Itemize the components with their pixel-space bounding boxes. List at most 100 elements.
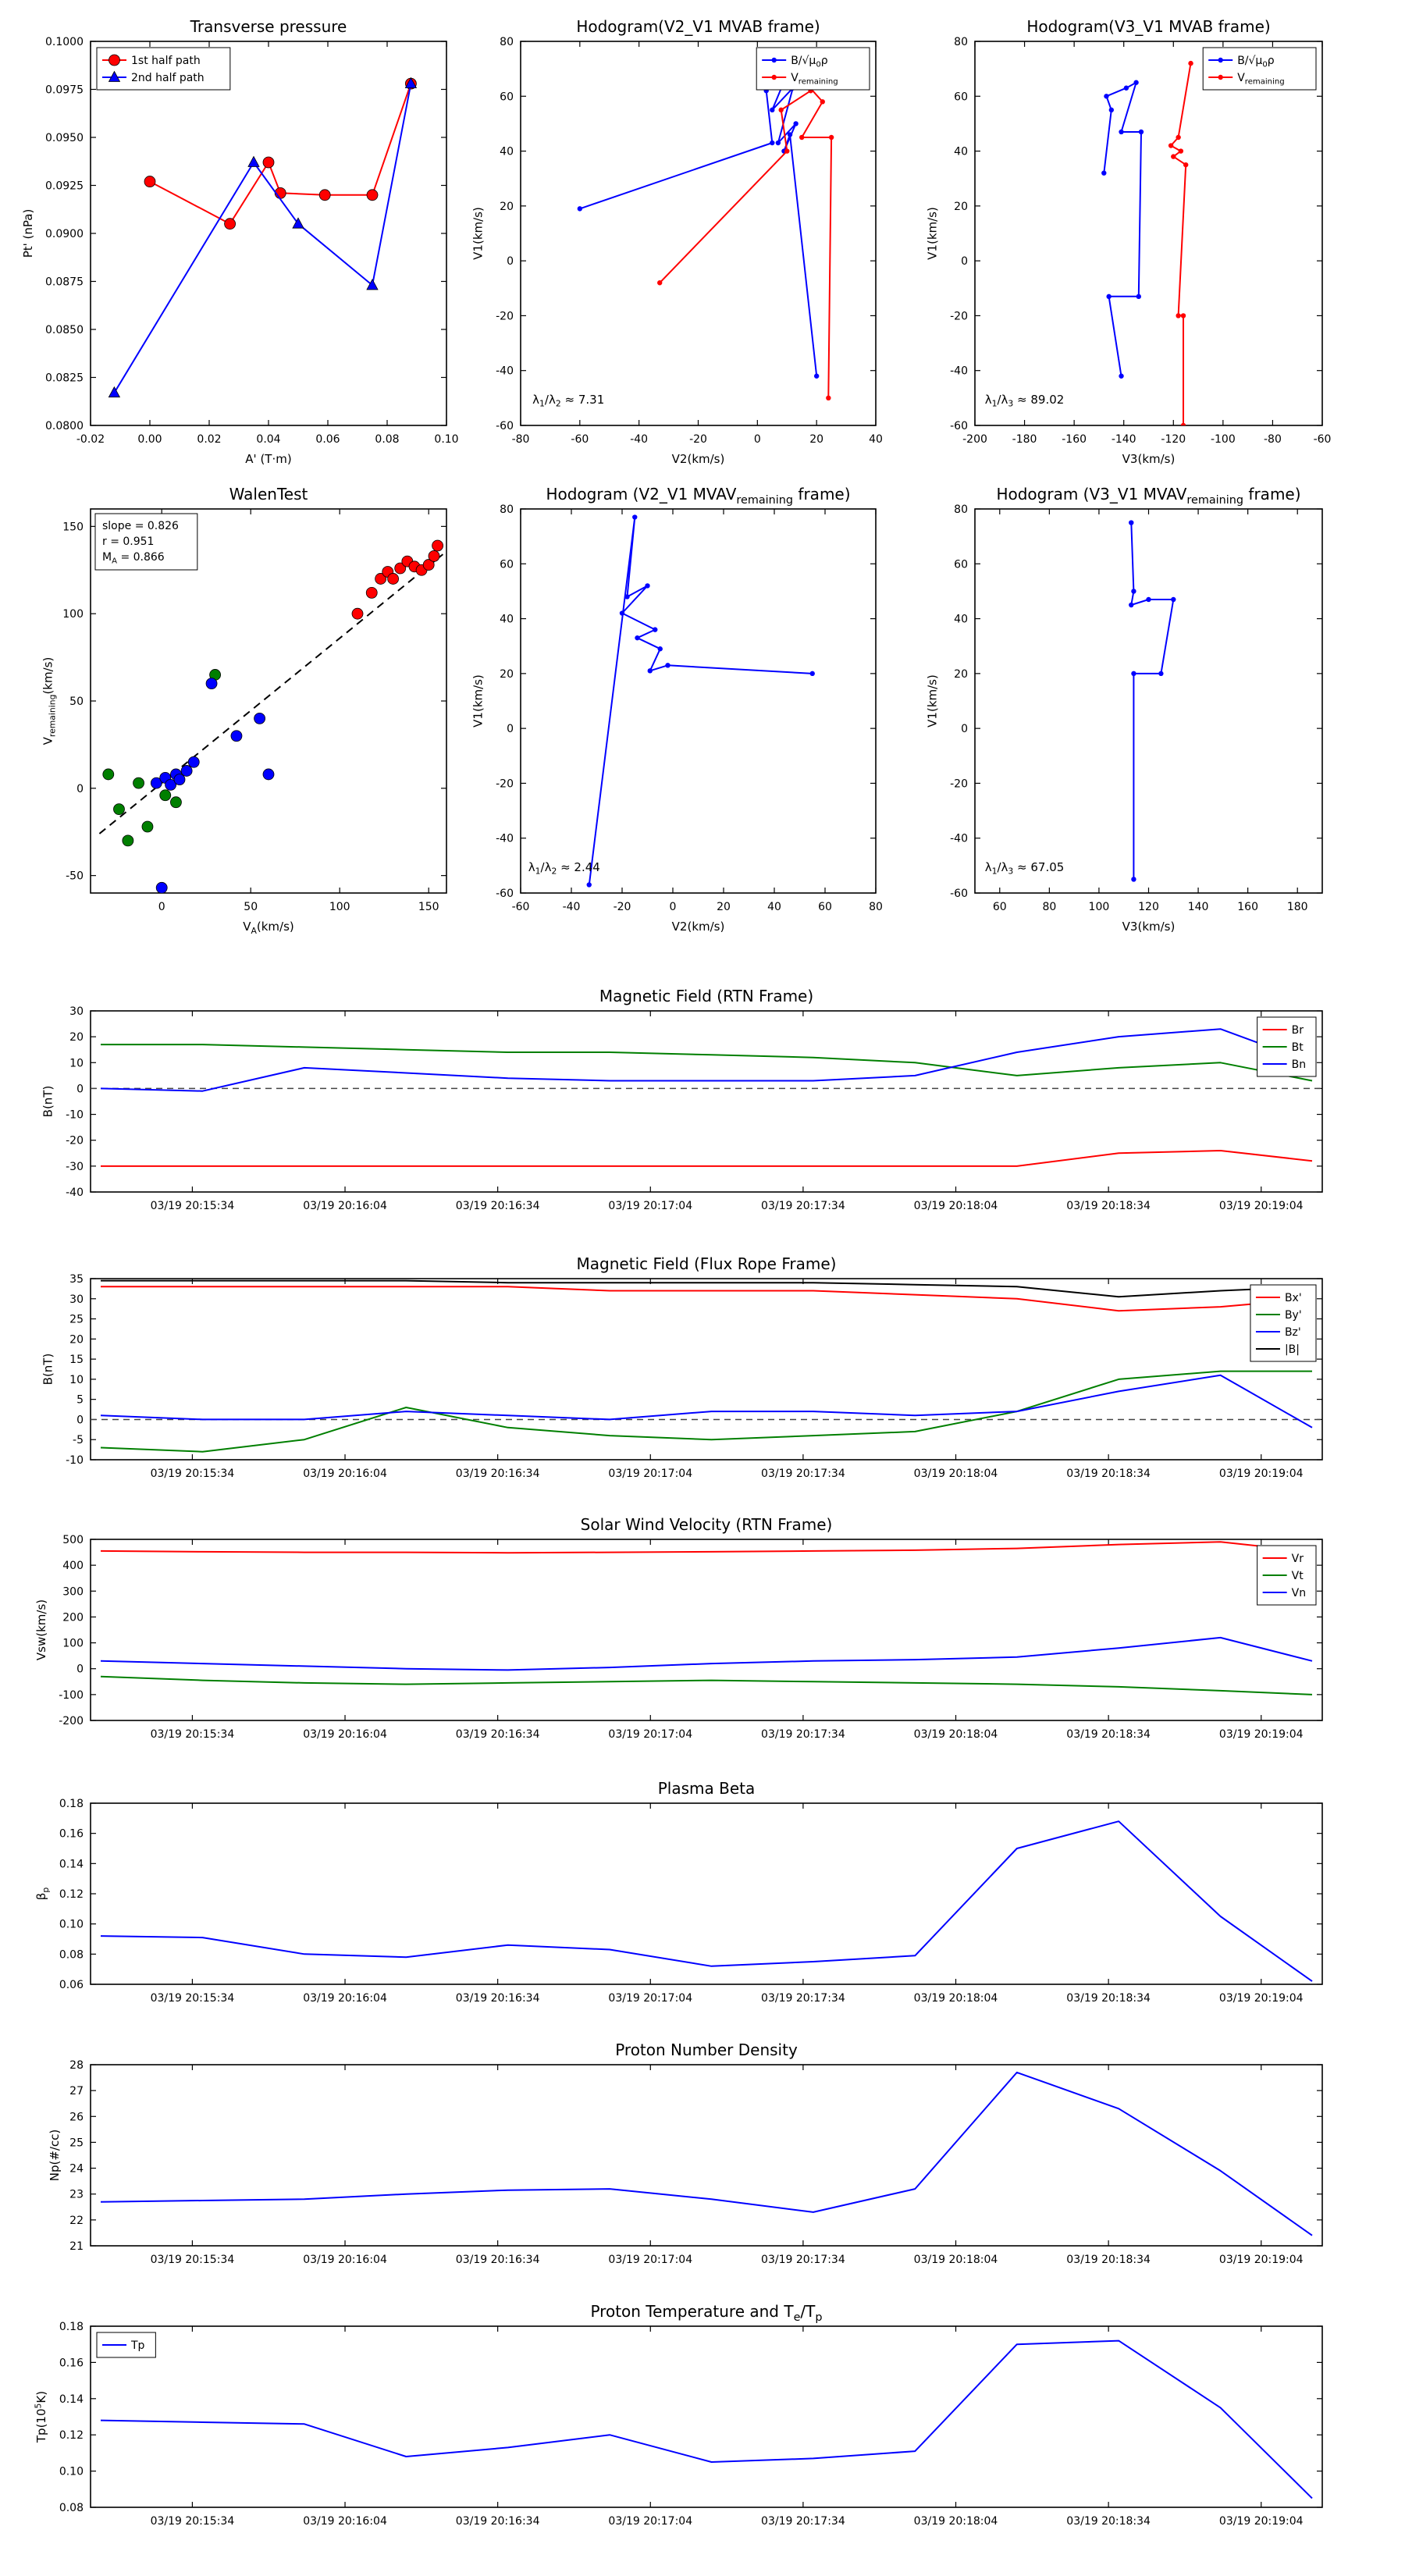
svg-text:40: 40 <box>500 614 514 626</box>
data-point-circle <box>170 796 182 809</box>
data-point-circle <box>254 712 266 724</box>
svg-text:0.0875: 0.0875 <box>45 276 84 289</box>
series-Vn <box>100 1636 1313 1671</box>
data-point-dot <box>1136 294 1141 300</box>
data-point-dot <box>1218 57 1223 63</box>
plot-area <box>100 1541 1313 1695</box>
svg-text:Pt' (nPa): Pt' (nPa) <box>21 209 35 258</box>
svg-text:03/19 20:17:04: 03/19 20:17:04 <box>608 2515 692 2528</box>
svg-text:0.0925: 0.0925 <box>45 180 84 193</box>
svg-text:0.16: 0.16 <box>59 2357 84 2369</box>
svg-text:03/19 20:19:04: 03/19 20:19:04 <box>1219 2515 1304 2528</box>
svg-text:Bz': Bz' <box>1285 1326 1301 1339</box>
svg-text:-20: -20 <box>496 310 514 322</box>
data-point-dot <box>1131 589 1136 594</box>
data-point-triangle <box>108 386 121 398</box>
svg-text:0: 0 <box>754 433 761 446</box>
svg-text:Vremaining: Vremaining <box>791 72 838 87</box>
svg-text:Tp: Tp <box>130 2339 145 2352</box>
svg-text:03/19 20:19:04: 03/19 20:19:04 <box>1219 1992 1304 2005</box>
svg-text:03/19 20:16:34: 03/19 20:16:34 <box>456 2515 540 2528</box>
svg-text:03/19 20:19:04: 03/19 20:19:04 <box>1219 1728 1304 1741</box>
data-point-triangle <box>366 279 379 290</box>
svg-text:-30: -30 <box>66 1161 84 1173</box>
svg-text:-20: -20 <box>614 901 631 913</box>
svg-text:300: 300 <box>62 1585 84 1598</box>
svg-text:1st half path: 1st half path <box>131 55 201 67</box>
svg-text:-100: -100 <box>1211 433 1236 446</box>
svg-text:-20: -20 <box>66 1135 84 1147</box>
svg-text:40: 40 <box>767 901 781 913</box>
plot-area <box>100 1820 1313 1982</box>
data-point-dot <box>1218 74 1223 80</box>
svg-text:60: 60 <box>500 558 514 571</box>
svg-text:V1(km/s): V1(km/s) <box>471 207 486 260</box>
axes-frame <box>974 41 1323 426</box>
svg-text:03/19 20:17:34: 03/19 20:17:34 <box>761 1200 845 1212</box>
svg-text:150: 150 <box>418 901 439 913</box>
svg-text:03/19 20:16:34: 03/19 20:16:34 <box>456 2254 540 2266</box>
svg-text:03/19 20:17:34: 03/19 20:17:34 <box>761 1468 845 1480</box>
data-point-circle <box>428 550 440 562</box>
data-point-dot <box>1188 60 1193 66</box>
svg-text:B(nT): B(nT) <box>41 1354 55 1386</box>
data-point-dot <box>665 663 670 668</box>
data-point-dot <box>1133 80 1139 85</box>
svg-text:-20: -20 <box>950 310 968 322</box>
plot-area <box>91 1279 1322 1453</box>
series-Vr <box>100 1541 1313 1554</box>
chart-b_rtn: 03/19 20:15:34 03/19 20:16:04 03/19 20:16:… <box>41 987 1323 1212</box>
svg-text:A' (T·m): A' (T·m) <box>245 452 291 466</box>
data-point-dot <box>1176 134 1181 141</box>
svg-text:40: 40 <box>869 433 883 446</box>
data-point-circle <box>150 777 162 789</box>
data-point-dot <box>770 140 775 146</box>
svg-text:Vr: Vr <box>1292 1553 1304 1565</box>
svg-text:100: 100 <box>1089 901 1110 913</box>
svg-text:0.16: 0.16 <box>59 1828 84 1841</box>
svg-text:0.0825: 0.0825 <box>45 372 84 385</box>
svg-text:V2(km/s): V2(km/s) <box>672 452 725 466</box>
data-point-circle <box>422 559 435 571</box>
svg-text:03/19 20:18:34: 03/19 20:18:34 <box>1066 1200 1151 1212</box>
data-point-circle <box>122 834 134 847</box>
data-point-dot <box>793 121 799 126</box>
svg-text:100: 100 <box>62 608 84 621</box>
svg-text:V1(km/s): V1(km/s) <box>471 674 486 728</box>
svg-text:03/19 20:16:04: 03/19 20:16:04 <box>303 1468 387 1480</box>
data-point-dot <box>1138 129 1144 135</box>
data-point-dot <box>1180 422 1186 425</box>
svg-text:0.0800: 0.0800 <box>45 420 84 432</box>
chart-vsw_rtn: 03/19 20:15:34 03/19 20:16:04 03/19 20:16:… <box>34 1515 1323 1741</box>
plot-area <box>586 514 815 888</box>
svg-text:-0.02: -0.02 <box>76 433 105 446</box>
data-point-dot <box>1106 294 1112 300</box>
svg-text:-140: -140 <box>1112 433 1136 446</box>
svg-text:MA = 0.866: MA = 0.866 <box>102 551 165 566</box>
legend: Tp <box>96 2332 156 2358</box>
svg-text:0: 0 <box>76 783 84 795</box>
data-point-dot <box>1183 162 1189 168</box>
svg-text:22: 22 <box>69 2215 84 2227</box>
data-point-circle <box>365 586 378 599</box>
data-point-circle <box>351 607 364 620</box>
axes-frame <box>90 1539 1323 1721</box>
svg-text:03/19 20:18:04: 03/19 20:18:04 <box>914 1992 998 2005</box>
svg-text:400: 400 <box>62 1560 84 1572</box>
svg-text:80: 80 <box>869 901 883 913</box>
data-point-dot <box>647 668 653 674</box>
svg-text:2nd half path: 2nd half path <box>131 72 205 84</box>
svg-text:Magnetic Field (RTN Frame): Magnetic Field (RTN Frame) <box>599 987 813 1005</box>
svg-text:03/19 20:19:04: 03/19 20:19:04 <box>1219 1200 1304 1212</box>
data-point-circle <box>102 768 115 781</box>
data-point-dot <box>1158 671 1164 677</box>
svg-text:0.10: 0.10 <box>434 433 458 446</box>
svg-text:0: 0 <box>507 255 514 268</box>
data-point-dot <box>1180 313 1186 318</box>
svg-text:-60: -60 <box>512 901 530 913</box>
svg-text:30: 30 <box>69 1293 84 1306</box>
svg-text:150: 150 <box>62 521 84 533</box>
svg-text:20: 20 <box>809 433 823 446</box>
data-point-circle <box>318 189 331 201</box>
